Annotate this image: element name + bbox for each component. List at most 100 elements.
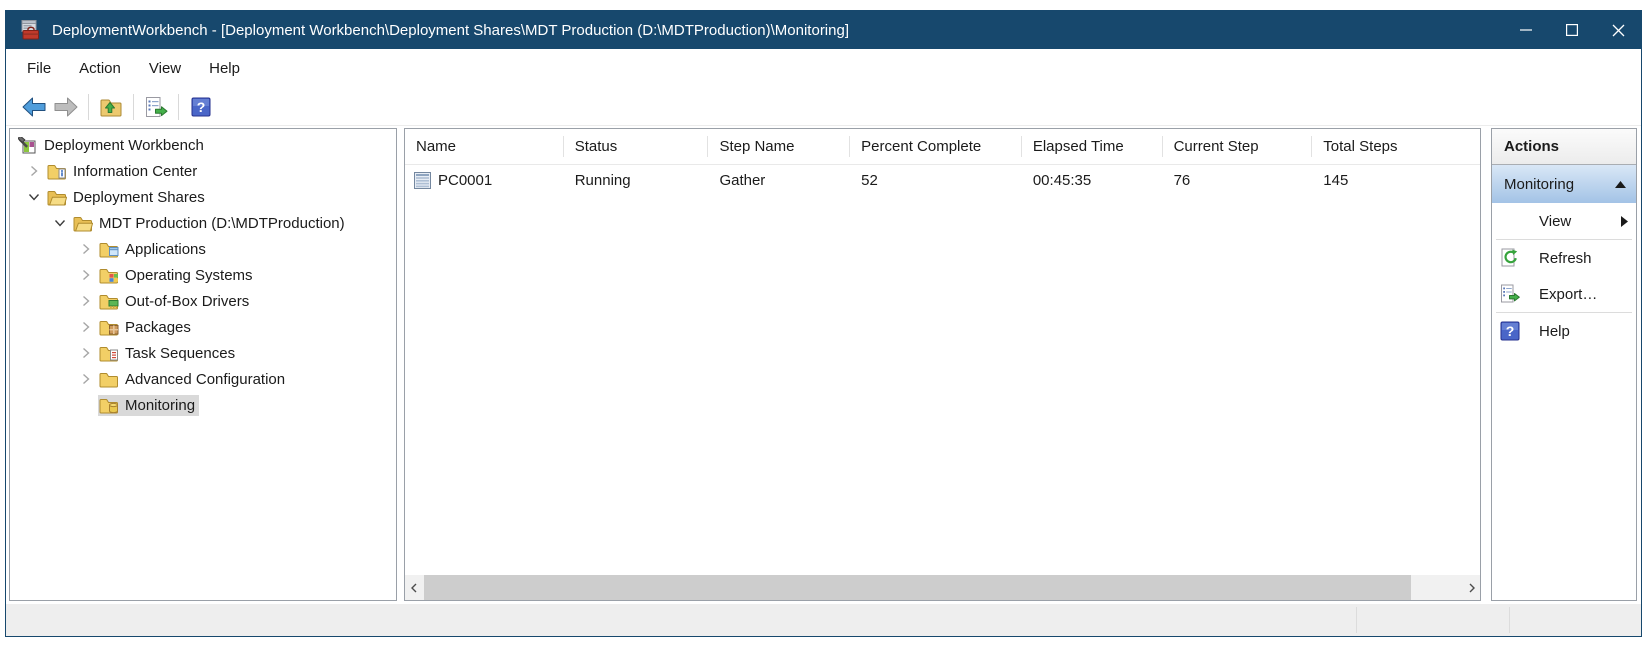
action-view[interactable]: View — [1492, 203, 1636, 239]
menu-help[interactable]: Help — [209, 60, 240, 77]
task-sequences-folder-icon — [99, 346, 118, 361]
actions-pane: Actions Monitoring View Refresh — [1491, 128, 1637, 601]
tree-item-advanced-configuration[interactable]: Advanced Configuration — [10, 366, 396, 392]
cell-step-name: Gather — [719, 171, 766, 189]
action-help[interactable]: ? Help — [1492, 313, 1636, 349]
scroll-right-button[interactable] — [1463, 575, 1480, 600]
scroll-left-button[interactable] — [405, 575, 422, 600]
scroll-right-icon — [1469, 583, 1475, 592]
tree-item-deployment-shares[interactable]: Deployment Shares — [10, 184, 396, 210]
packages-folder-icon — [99, 320, 119, 335]
column-header-current-step[interactable]: Current Step — [1163, 129, 1313, 164]
information-center-folder-icon — [47, 164, 66, 179]
title-bar: DeploymentWorkbench - [Deployment Workbe… — [6, 11, 1641, 49]
toolbar: ? — [6, 88, 1641, 126]
list-header: Name Status Step Name Percent Complete E… — [405, 129, 1480, 165]
tree-item-label: Deployment Workbench — [44, 136, 204, 154]
workbench-icon — [18, 136, 36, 153]
back-button[interactable] — [18, 92, 50, 122]
expand-chevron-icon[interactable] — [22, 165, 46, 177]
column-header-percent-complete[interactable]: Percent Complete — [850, 129, 1022, 164]
monitoring-folder-icon — [99, 398, 118, 413]
tree-item-packages[interactable]: Packages — [10, 314, 396, 340]
collapse-chevron-icon[interactable] — [22, 191, 46, 203]
svg-text:?: ? — [197, 99, 206, 115]
deployment-workbench-window: DeploymentWorkbench - [Deployment Workbe… — [5, 10, 1642, 637]
actions-group-monitoring[interactable]: Monitoring — [1492, 165, 1636, 203]
tree-item-label: Advanced Configuration — [125, 370, 286, 388]
results-pane: Name Status Step Name Percent Complete E… — [404, 128, 1481, 601]
actions-separator — [1496, 239, 1632, 240]
status-bar — [6, 604, 1641, 636]
scroll-left-icon — [410, 583, 416, 592]
tree-item-label: Task Sequences — [125, 344, 236, 362]
expand-chevron-icon[interactable] — [74, 347, 98, 359]
cell-total-steps: 145 — [1323, 171, 1349, 189]
cell-elapsed-time: 00:45:35 — [1032, 171, 1092, 189]
column-header-status[interactable]: Status — [564, 129, 709, 164]
up-folder-icon — [100, 99, 122, 116]
help-button[interactable]: ? — [185, 92, 217, 122]
tree-item-label: MDT Production (D:\MDTProduction) — [99, 214, 345, 232]
tree-item-monitoring[interactable]: Monitoring — [10, 392, 396, 418]
tree-item-task-sequences[interactable]: Task Sequences — [10, 340, 396, 366]
submenu-arrow-icon — [1621, 215, 1628, 227]
tree-item-out-of-box-drivers[interactable]: Out-of-Box Drivers — [10, 288, 396, 314]
refresh-icon — [1501, 248, 1518, 267]
status-bar-divider — [1356, 607, 1357, 633]
table-row-pc0001[interactable]: PC0001 Running Gather 52 00:45:35 76 145 — [405, 165, 1480, 195]
tree-item-label: Information Center — [73, 162, 198, 180]
open-folder-icon — [47, 190, 67, 205]
status-bar-divider — [1509, 607, 1510, 633]
drivers-folder-icon — [99, 294, 119, 309]
maximize-icon — [1566, 24, 1578, 36]
toolbar-separator — [178, 93, 179, 120]
close-button[interactable] — [1595, 11, 1641, 49]
tree-item-information-center[interactable]: Information Center — [10, 158, 396, 184]
expand-chevron-icon[interactable] — [74, 243, 98, 255]
column-header-name[interactable]: Name — [405, 129, 564, 164]
console-tree: Deployment Workbench Information Center — [10, 129, 396, 418]
export-icon — [1501, 284, 1520, 303]
export-list-button[interactable] — [140, 92, 172, 122]
column-header-total-steps[interactable]: Total Steps — [1323, 138, 1398, 155]
tree-item-label: Deployment Shares — [73, 188, 205, 206]
action-refresh[interactable]: Refresh — [1492, 240, 1636, 276]
help-icon: ? — [1500, 321, 1520, 341]
menu-file[interactable]: File — [27, 60, 52, 77]
tree-item-label: Operating Systems — [125, 266, 253, 284]
applications-folder-icon — [99, 242, 119, 257]
minimize-button[interactable] — [1503, 11, 1549, 49]
expand-chevron-icon[interactable] — [74, 269, 98, 281]
up-one-level-button[interactable] — [95, 92, 127, 122]
folder-icon — [99, 372, 118, 387]
back-arrow-icon — [22, 97, 46, 116]
horizontal-scrollbar[interactable] — [405, 575, 1480, 600]
console-tree-pane: Deployment Workbench Information Center — [9, 128, 397, 601]
action-label: Refresh — [1539, 249, 1592, 267]
scrollbar-thumb[interactable] — [424, 575, 1411, 600]
action-label: Export… — [1539, 285, 1598, 303]
tree-item-operating-systems[interactable]: Operating Systems — [10, 262, 396, 288]
menu-view[interactable]: View — [148, 60, 182, 77]
tree-item-deployment-workbench[interactable]: Deployment Workbench — [10, 132, 396, 158]
open-folder-icon — [73, 216, 93, 231]
operating-systems-folder-icon — [99, 268, 118, 283]
tree-item-mdt-production[interactable]: MDT Production (D:\MDTProduction) — [10, 210, 396, 236]
cell-name: PC0001 — [438, 171, 493, 189]
export-list-icon — [146, 96, 168, 117]
action-export[interactable]: Export… — [1492, 276, 1636, 312]
maximize-button[interactable] — [1549, 11, 1595, 49]
tree-item-label: Monitoring — [125, 396, 196, 414]
column-header-step-name[interactable]: Step Name — [708, 129, 850, 164]
expand-chevron-icon[interactable] — [74, 373, 98, 385]
expand-chevron-icon[interactable] — [74, 295, 98, 307]
tree-item-applications[interactable]: Applications — [10, 236, 396, 262]
tree-item-label: Out-of-Box Drivers — [125, 292, 250, 310]
collapse-chevron-icon[interactable] — [48, 217, 72, 229]
menu-action[interactable]: Action — [79, 60, 121, 77]
computer-list-icon — [414, 171, 431, 189]
forward-button[interactable] — [50, 92, 82, 122]
expand-chevron-icon[interactable] — [74, 321, 98, 333]
column-header-elapsed-time[interactable]: Elapsed Time — [1022, 129, 1163, 164]
